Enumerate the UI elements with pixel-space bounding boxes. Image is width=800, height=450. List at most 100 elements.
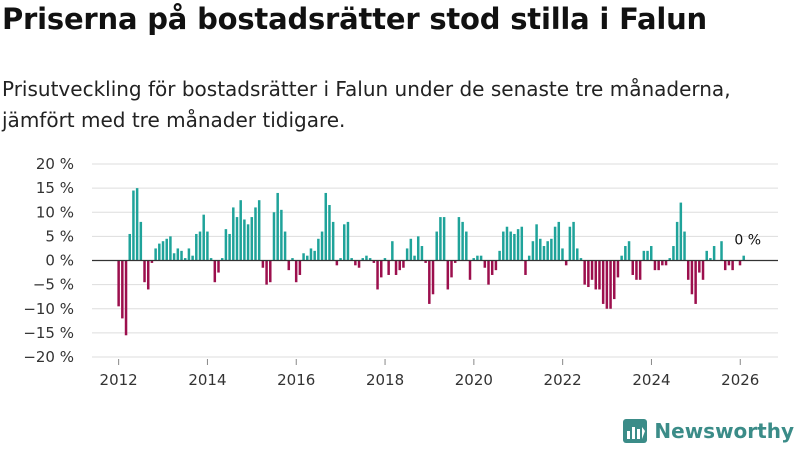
bar-positive: [465, 231, 468, 261]
annotations: 0 %: [734, 233, 761, 249]
bar-negative: [468, 260, 472, 280]
bar-negative: [121, 260, 124, 319]
bar-positive: [331, 221, 335, 261]
bar-positive: [246, 224, 250, 261]
bar-negative: [143, 260, 146, 283]
bar-positive: [627, 241, 631, 261]
bar-positive: [206, 231, 209, 261]
bar-positive: [439, 217, 442, 261]
bar-negative: [653, 260, 657, 271]
bar-negative: [701, 260, 705, 280]
bar-positive: [202, 214, 205, 261]
last-value-annotation: 0 %: [734, 233, 761, 249]
bar-positive: [550, 238, 553, 261]
bar-positive: [187, 248, 191, 261]
bar-positive: [254, 207, 257, 261]
bar-positive: [539, 238, 542, 261]
bar-positive: [183, 258, 187, 261]
bar-positive: [476, 255, 479, 261]
bar-positive: [309, 248, 313, 261]
y-tick-label: −20 %: [23, 348, 74, 366]
bar-positive: [527, 255, 531, 261]
bars: [117, 188, 745, 336]
bar-negative: [428, 260, 431, 304]
x-tick-label: 2024: [632, 371, 670, 389]
bar-negative: [694, 260, 697, 304]
bar-negative: [494, 260, 498, 271]
bar-positive: [679, 202, 683, 261]
bar-positive: [668, 258, 671, 261]
brand-name: Newsworthy: [654, 419, 794, 443]
bar-positive: [649, 246, 653, 261]
y-tick-label: 20 %: [36, 155, 74, 173]
bar-positive: [250, 217, 254, 261]
bar-positive: [546, 241, 549, 261]
bar-positive: [343, 224, 346, 261]
bar-negative: [431, 260, 435, 295]
bar-positive: [435, 231, 438, 261]
bar-positive: [516, 229, 520, 261]
bar-positive: [416, 236, 420, 261]
bar-positive: [502, 231, 505, 261]
newsworthy-logo-icon: [623, 419, 648, 443]
brand-logo: Newsworthy: [622, 418, 794, 444]
bar-positive: [139, 221, 143, 261]
bar-negative: [657, 260, 660, 271]
bar-positive: [409, 238, 413, 261]
bar-positive: [324, 192, 328, 261]
bar-positive: [442, 217, 446, 261]
bar-positive: [191, 255, 194, 261]
x-tick-label: 2020: [455, 371, 493, 389]
bar-positive: [513, 233, 516, 261]
bar-negative: [609, 260, 612, 309]
bar-positive: [172, 253, 176, 261]
bar-positive: [531, 241, 535, 261]
bar-negative: [213, 260, 217, 283]
bar-negative: [686, 260, 690, 280]
bar-negative: [354, 260, 357, 266]
bar-positive: [505, 226, 509, 261]
x-tick-label: 2026: [721, 371, 759, 389]
bar-positive: [368, 258, 372, 261]
bar-negative: [402, 260, 405, 268]
bar-negative: [117, 260, 120, 307]
bar-positive: [165, 238, 168, 261]
y-tick-label: −10 %: [23, 300, 74, 318]
bar-negative: [453, 260, 457, 263]
bar-positive: [535, 224, 538, 261]
bar-negative: [727, 260, 731, 266]
bar-negative: [738, 260, 742, 266]
bar-positive: [195, 233, 198, 261]
bar-positive: [291, 258, 294, 261]
bar-negative: [424, 260, 427, 263]
bar-negative: [487, 260, 490, 285]
bar-positive: [461, 221, 464, 261]
bar-positive: [232, 207, 235, 261]
bar-positive: [383, 258, 387, 261]
bar-positive: [198, 231, 202, 261]
y-tick-label: 5 %: [45, 227, 74, 245]
bar-positive: [420, 246, 424, 261]
bar-positive: [553, 226, 557, 261]
y-tick-label: 15 %: [36, 179, 74, 197]
bar-positive: [576, 248, 579, 261]
bar-positive: [405, 248, 409, 261]
chart-subtitle: Prisutveckling för bostadsrätter i Falun…: [2, 77, 731, 132]
bar-negative: [613, 260, 616, 300]
bar-positive: [709, 258, 712, 261]
bar-positive: [339, 258, 342, 261]
bar-negative: [698, 260, 701, 273]
bar-negative: [490, 260, 494, 275]
bar-negative: [583, 260, 586, 285]
bar-positive: [313, 250, 316, 261]
x-tick-label: 2018: [366, 371, 404, 389]
bar-negative: [287, 260, 291, 271]
bar-negative: [265, 260, 268, 285]
bar-positive: [169, 236, 172, 261]
y-tick-label: 0 %: [45, 252, 74, 270]
bar-positive: [579, 258, 583, 261]
bar-positive: [542, 246, 546, 261]
bar-positive: [705, 250, 708, 261]
bar-negative: [690, 260, 694, 295]
bar-positive: [224, 229, 228, 261]
